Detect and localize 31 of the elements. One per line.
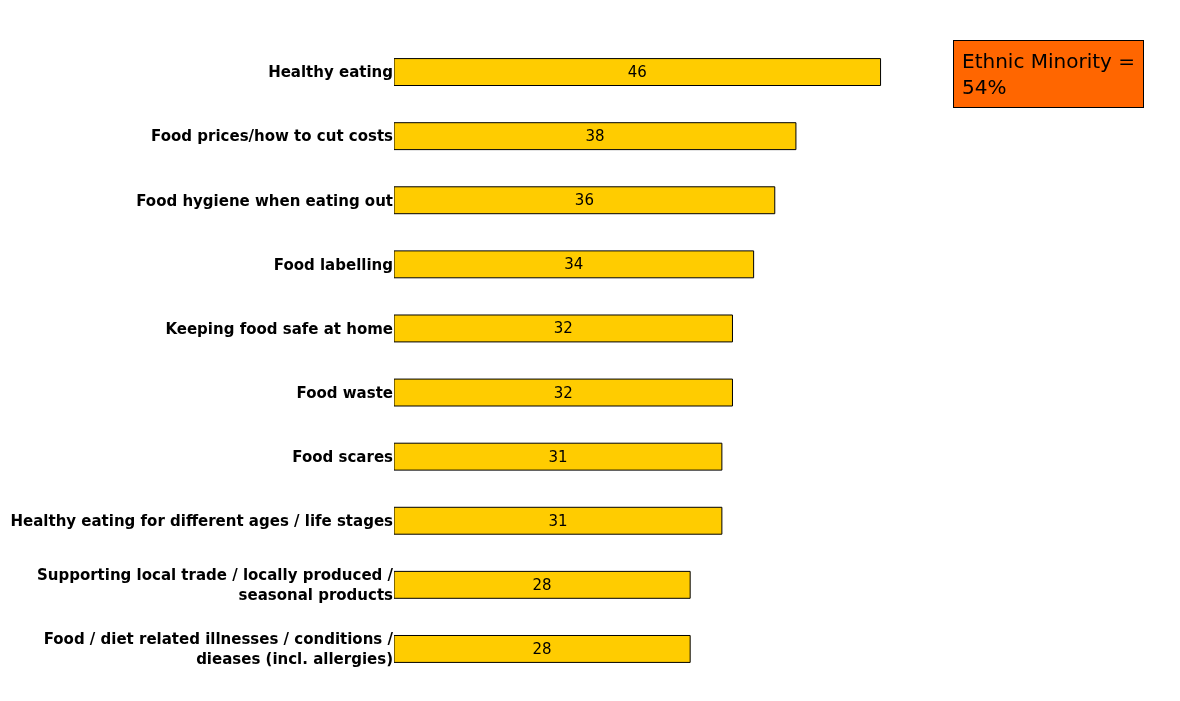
bar: [394, 570, 691, 599]
bar: [394, 314, 733, 343]
data-label: 36: [574, 191, 594, 210]
data-label: 28: [532, 575, 552, 594]
y-tick-label: Food waste: [296, 383, 393, 402]
y-tick-label: Keeping food safe at home: [165, 319, 393, 338]
data-label: 46: [627, 63, 647, 82]
data-label: 32: [553, 383, 573, 402]
data-label: 31: [548, 511, 568, 530]
bar: [394, 58, 882, 87]
y-tick-label: Healthy eating for different ages / life stages: [10, 512, 394, 530]
bar: [394, 506, 723, 535]
bar: [394, 634, 691, 663]
bar: [394, 442, 723, 471]
y-tick-label: Supporting local trade / locally produced / seasonal products: [36, 566, 394, 604]
bar: [394, 250, 755, 279]
data-label: 34: [564, 255, 584, 274]
data-label: 38: [585, 127, 605, 146]
y-tick-label: Food scares: [292, 447, 394, 466]
text: Ethnic Minority = 54%: [962, 49, 1136, 99]
y-tick-label: Food / diet related illnesses / conditions / dieases (incl. allergies): [43, 630, 394, 668]
y-tick-label: Food labelling: [273, 255, 393, 274]
y-tick-label: Healthy eating: [268, 63, 393, 82]
y-tick-label: Food prices/how to cut costs: [151, 127, 394, 146]
y-tick-label: Food hygiene when eating out: [136, 191, 393, 210]
bar: [394, 122, 797, 151]
bar: [394, 378, 733, 407]
data-label: 31: [548, 447, 568, 466]
data-label: 32: [553, 319, 573, 338]
bar: [394, 186, 776, 215]
data-label: 28: [532, 639, 552, 658]
